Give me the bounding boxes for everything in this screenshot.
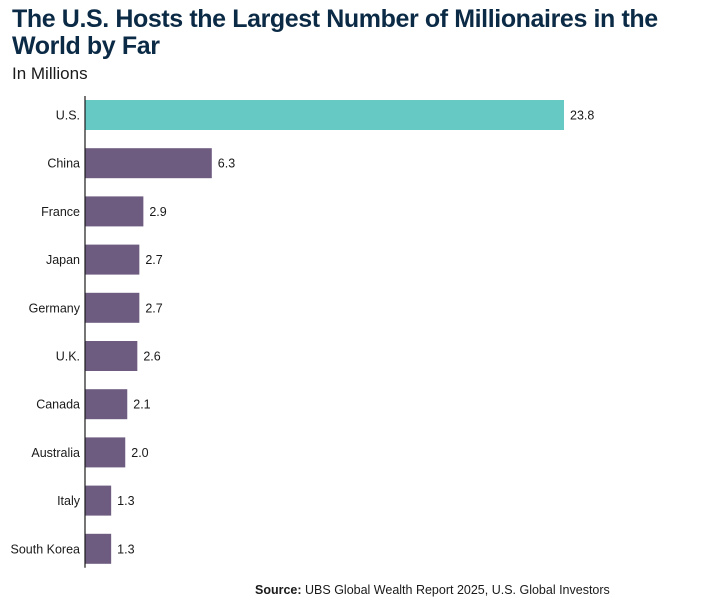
category-label-china: China	[47, 157, 80, 171]
value-label-canada: 2.1	[133, 398, 150, 412]
bar-france	[85, 196, 144, 227]
bar-china	[85, 148, 212, 179]
category-label-south-korea: South Korea	[11, 542, 81, 556]
source-label: Source:	[255, 583, 302, 597]
source-text: UBS Global Wealth Report 2025, U.S. Glob…	[301, 583, 610, 597]
category-label-australia: Australia	[31, 446, 80, 460]
value-label-germany: 2.7	[145, 301, 162, 315]
value-label-u-s: 23.8	[570, 109, 594, 123]
category-label-canada: Canada	[36, 398, 80, 412]
category-label-u-s: U.S.	[56, 109, 80, 123]
category-label-germany: Germany	[29, 301, 81, 315]
bar-germany	[85, 292, 140, 323]
bar-u-k	[85, 341, 138, 371]
value-label-italy: 1.3	[117, 494, 134, 508]
chart-subtitle: In Millions	[12, 64, 88, 83]
chart-title: The U.S. Hosts the Largest Number of Mil…	[12, 5, 658, 60]
bar-south-korea	[85, 533, 112, 564]
bar-italy	[85, 485, 112, 516]
bar-u-s	[85, 100, 564, 130]
value-label-france: 2.9	[149, 205, 166, 219]
category-label-italy: Italy	[57, 494, 81, 508]
bar-japan	[85, 244, 140, 275]
category-label-japan: Japan	[46, 253, 80, 267]
value-label-u-k: 2.6	[143, 350, 160, 364]
bar-australia	[85, 437, 126, 468]
category-label-france: France	[41, 205, 80, 219]
value-label-japan: 2.7	[145, 253, 162, 267]
source-note: Source: UBS Global Wealth Report 2025, U…	[255, 583, 610, 597]
category-label-u-k: U.K.	[56, 350, 80, 364]
bar-canada	[85, 389, 128, 420]
value-label-australia: 2.0	[131, 446, 148, 460]
value-label-south-korea: 1.3	[117, 542, 134, 556]
value-label-china: 6.3	[218, 157, 235, 171]
